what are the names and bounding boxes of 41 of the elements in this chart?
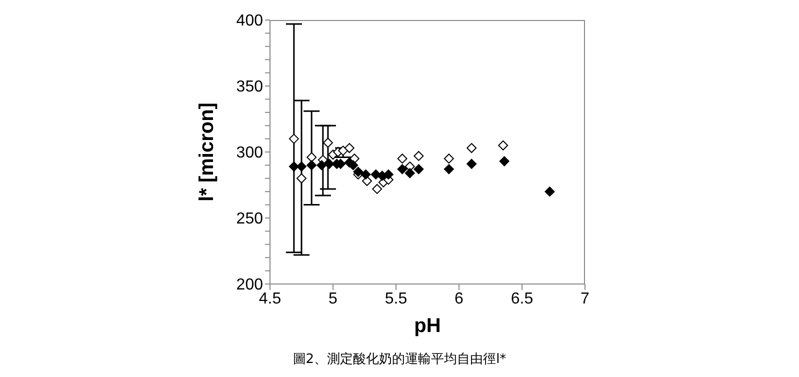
point bbox=[544, 186, 555, 197]
point bbox=[288, 134, 299, 144]
point bbox=[324, 158, 334, 169]
x-tick-label: 6 bbox=[454, 290, 464, 308]
point bbox=[296, 162, 306, 172]
point bbox=[499, 156, 510, 166]
point bbox=[306, 152, 317, 162]
point bbox=[296, 173, 306, 184]
point bbox=[383, 169, 394, 180]
y-axis-title: l* [micron] bbox=[196, 102, 218, 202]
caption: 圖2、測定酸化奶的運輸平均自由徑l* bbox=[292, 351, 508, 368]
point bbox=[348, 160, 358, 170]
point bbox=[498, 140, 508, 150]
point bbox=[322, 138, 333, 148]
x-tick-label: 7 bbox=[580, 290, 590, 308]
point bbox=[306, 160, 317, 170]
point bbox=[362, 176, 372, 186]
point bbox=[360, 169, 371, 180]
point bbox=[316, 160, 327, 170]
point bbox=[353, 166, 364, 177]
y-tick-label: 400 bbox=[236, 12, 264, 30]
point bbox=[444, 164, 454, 174]
point bbox=[414, 164, 424, 174]
point bbox=[414, 150, 424, 161]
point bbox=[397, 164, 408, 174]
point bbox=[444, 154, 454, 164]
x-axis-title: pH bbox=[414, 315, 441, 337]
y-tick-label: 250 bbox=[236, 210, 264, 228]
x-tick-label: 6.5 bbox=[510, 290, 534, 308]
point bbox=[466, 143, 477, 154]
point bbox=[338, 146, 348, 156]
y-tick-label: 350 bbox=[236, 78, 264, 96]
point bbox=[397, 154, 408, 164]
point bbox=[466, 158, 477, 169]
x-tick-label: 5 bbox=[328, 290, 338, 308]
point bbox=[372, 184, 382, 194]
x-tick-label: 5.5 bbox=[384, 290, 408, 308]
point bbox=[404, 168, 415, 178]
point bbox=[344, 143, 354, 154]
y-tick-label: 300 bbox=[236, 144, 264, 162]
point bbox=[288, 162, 299, 172]
